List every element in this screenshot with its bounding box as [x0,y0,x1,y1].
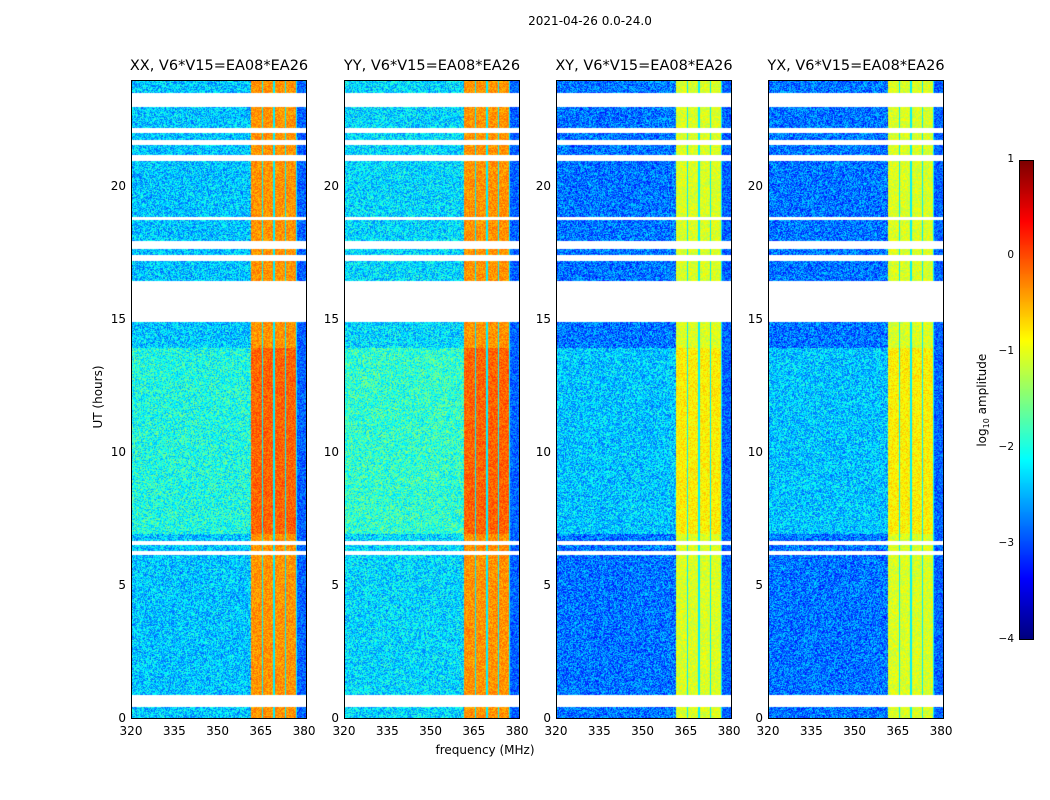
x-tick-label: 350 [843,724,866,738]
x-tick-label: 335 [587,724,611,738]
y-tick-label: 15 [747,311,763,326]
heatmap-image [769,81,943,718]
y-tick-label: 10 [110,444,126,459]
y-tick-label: 15 [535,311,551,326]
panel-title-xy: XY, V6*V15=EA08*EA26 [555,58,733,74]
y-axis-label: UT (hours) [91,365,105,429]
heatmap-image [345,81,519,718]
y-tick-label: 5 [543,577,551,592]
x-tick-label: 320 [332,724,356,738]
x-tick-label: 320 [756,724,780,738]
heatmap-image [557,81,731,718]
y-tick-label: 20 [323,178,339,193]
colorbar-tick-label: −3 [998,537,1014,549]
x-tick-label: 365 [462,724,486,738]
x-tick-label: 335 [375,724,399,738]
x-tick-label: 380 [717,724,741,738]
x-tick-label: 350 [419,724,442,738]
y-tick-label: 0 [118,711,126,725]
heatmap-panel-xx [131,80,307,719]
x-tick-label: 365 [249,724,273,738]
colorbar-tick-label: −2 [998,441,1014,453]
heatmap-panel-xy [556,80,732,719]
panel-title-yy: YY, V6*V15=EA08*EA26 [343,58,521,74]
x-tick-label: 365 [886,724,910,738]
x-axis-label: frequency (MHz) [435,743,535,757]
y-tick-label: 20 [747,178,763,193]
x-tick-label: 380 [505,724,529,738]
colorbar-tick-label: 0 [1007,249,1014,261]
figure-suptitle: 2021-04-26 0.0-24.0 [528,14,652,28]
x-tick-label: 320 [119,724,143,738]
y-tick-label: 5 [331,577,339,592]
y-tick-label: 0 [755,711,763,725]
y-tick-label: 20 [535,178,551,193]
y-tick-label: 5 [118,577,126,592]
x-tick-label: 335 [162,724,186,738]
x-tick-label: 380 [292,724,316,738]
panel-title-xx: XX, V6*V15=EA08*EA26 [129,58,309,74]
colorbar [1019,160,1034,640]
x-tick-label: 350 [206,724,229,738]
y-tick-label: 10 [747,444,763,459]
y-tick-label: 15 [323,311,339,326]
y-tick-label: 0 [331,711,339,725]
x-tick-label: 335 [799,724,823,738]
heatmap-image [132,81,306,718]
y-tick-label: 20 [110,178,126,193]
x-tick-label: 380 [929,724,953,738]
colorbar-tick-label: −4 [998,633,1014,645]
colorbar-label: log10 amplitude [974,353,992,447]
y-tick-label: 10 [323,444,339,459]
y-tick-label: 5 [755,577,763,592]
x-tick-label: 320 [544,724,568,738]
colorbar-tick-label: 1 [1007,153,1014,165]
colorbar-tick-label: −1 [998,345,1014,357]
y-tick-label: 15 [110,311,126,326]
x-tick-label: 365 [674,724,698,738]
y-tick-label: 10 [535,444,551,459]
panel-title-yx: YX, V6*V15=EA08*EA26 [767,58,945,74]
heatmap-panel-yx [768,80,944,719]
y-tick-label: 0 [543,711,551,725]
x-tick-label: 350 [631,724,654,738]
colorbar-gradient [1020,161,1033,639]
heatmap-panel-yy [344,80,520,719]
